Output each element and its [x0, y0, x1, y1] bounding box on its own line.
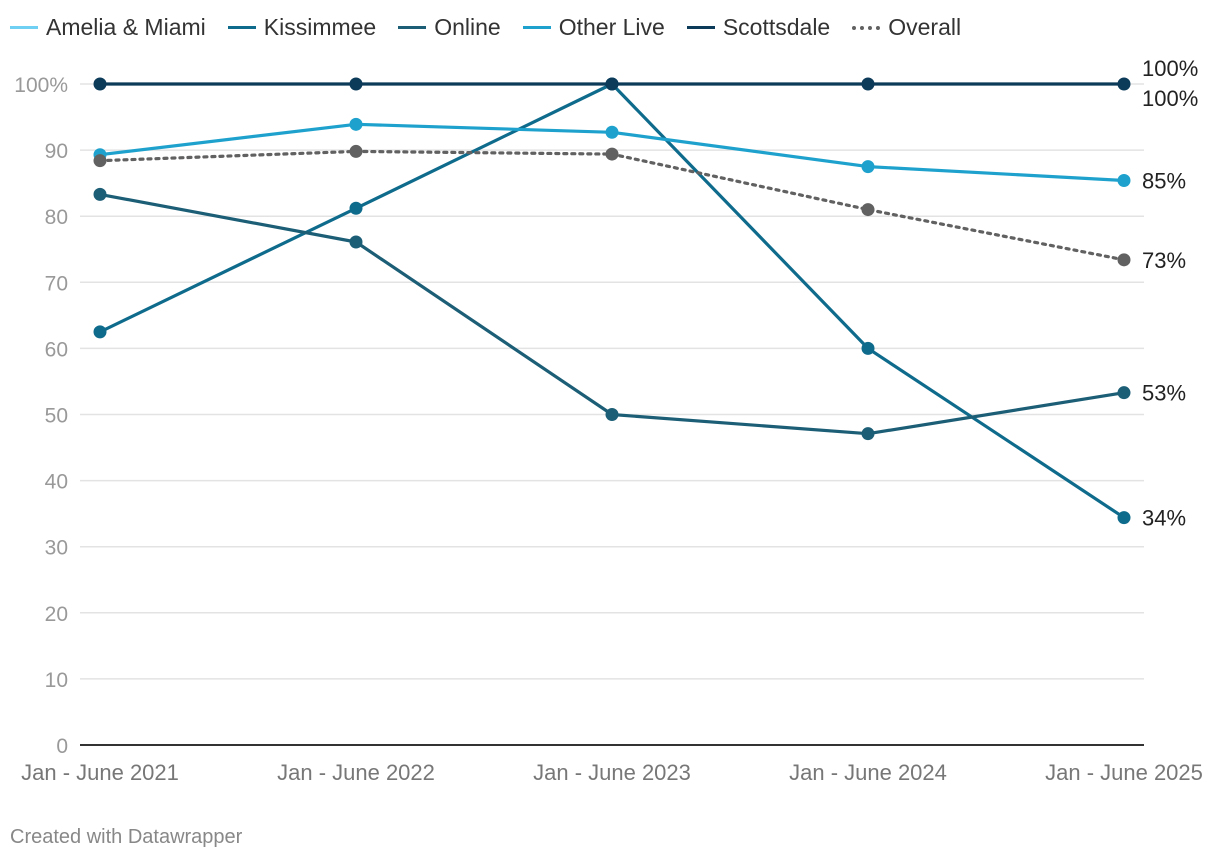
- legend-label: Overall: [888, 14, 962, 40]
- y-tick-label: 50: [45, 405, 68, 428]
- end-value-label: 100%: [1142, 86, 1198, 111]
- y-tick-label: 60: [45, 338, 68, 361]
- data-point: [861, 427, 875, 441]
- series-line-overall: [98, 149, 1126, 262]
- data-point: [349, 77, 363, 91]
- x-tick-label: Jan - June 2021: [21, 760, 179, 785]
- legend-label: Kissimmee: [263, 14, 377, 40]
- legend-item: Other Live: [522, 14, 665, 41]
- chart-legend: Amelia & Miami Kissimmee Online Other Live S…: [10, 14, 961, 41]
- end-value-label: 53%: [1142, 381, 1186, 406]
- y-tick-label: 30: [45, 537, 68, 560]
- y-tick-label: 40: [45, 471, 68, 494]
- data-point: [1117, 77, 1131, 91]
- data-point: [605, 77, 619, 91]
- legend-swatch: [398, 26, 427, 29]
- y-tick-label: 0: [56, 735, 68, 758]
- y-tick-label: 70: [45, 272, 68, 295]
- legend-swatch: [852, 25, 881, 30]
- end-value-label: 100%: [1142, 56, 1198, 81]
- data-point: [605, 125, 619, 139]
- x-tick-label: Jan - June 2025: [1045, 760, 1203, 785]
- x-tick-label: Jan - June 2022: [277, 760, 435, 785]
- legend-swatch: [227, 26, 256, 29]
- data-point: [93, 325, 107, 339]
- footer-credit: Created with Datawrapper: [10, 826, 243, 848]
- x-tick-label: Jan - June 2024: [789, 760, 947, 785]
- legend-item: Online: [398, 14, 501, 41]
- legend-swatch: [522, 26, 551, 29]
- data-point: [349, 117, 363, 131]
- y-tick-label: 20: [45, 603, 68, 626]
- data-point: [349, 201, 363, 215]
- data-point: [861, 341, 875, 355]
- y-tick-label: 100%: [14, 74, 68, 97]
- y-tick-label: 90: [45, 140, 68, 163]
- legend-swatch: [686, 26, 715, 29]
- legend-label: Online: [434, 14, 501, 40]
- data-point: [861, 77, 875, 91]
- end-value-label: 85%: [1142, 169, 1186, 194]
- data-point: [1117, 386, 1131, 400]
- end-value-label: 73%: [1142, 248, 1186, 273]
- data-point: [1117, 511, 1131, 525]
- data-point: [1117, 174, 1131, 188]
- data-point: [93, 187, 107, 201]
- legend-item: Scottsdale: [686, 14, 831, 41]
- data-point: [93, 154, 107, 168]
- y-tick-label: 80: [45, 206, 68, 229]
- data-point: [861, 203, 875, 217]
- y-tick-label: 10: [45, 669, 68, 692]
- data-point: [605, 408, 619, 421]
- legend-label: Scottsdale: [722, 14, 831, 40]
- legend-item: Kissimmee: [227, 14, 377, 41]
- data-point: [349, 235, 363, 249]
- legend-item: Overall: [852, 14, 961, 41]
- legend-label: Amelia & Miami: [46, 14, 206, 40]
- legend-item: Amelia & Miami: [10, 14, 206, 41]
- data-point: [861, 160, 875, 174]
- x-tick-label: Jan - June 2023: [533, 760, 691, 785]
- data-point: [1117, 253, 1131, 267]
- legend-label: Other Live: [558, 14, 665, 40]
- legend-swatch: [10, 26, 38, 29]
- data-point: [349, 144, 363, 158]
- data-point: [93, 77, 107, 91]
- data-point: [605, 147, 619, 161]
- end-value-label: 34%: [1142, 506, 1186, 531]
